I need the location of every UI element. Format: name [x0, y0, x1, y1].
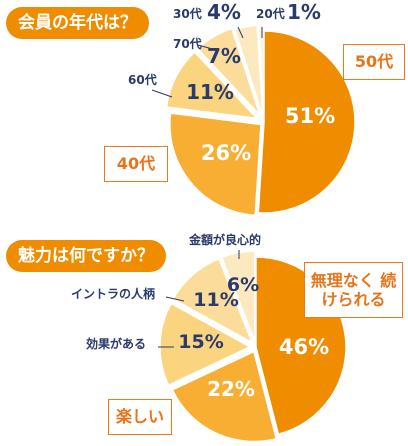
chart-2-category-label-3: 効果がある — [86, 336, 146, 351]
chart-1-slice-3 — [165, 50, 259, 120]
chart-1-slice-5 — [233, 24, 264, 117]
chart-2-leader-line-4 — [165, 296, 185, 302]
chart-2-title: 魅力は何ですか？ — [6, 240, 166, 272]
chart-2-slice-2 — [171, 350, 278, 443]
chart-1-slice-2 — [169, 112, 262, 217]
callout-sustainable: 無理なく 続けられる — [304, 262, 403, 318]
chart-2-value-label-1: 46% — [279, 335, 329, 359]
chart-1-value-label-1: 51% — [285, 104, 335, 128]
chart-1-leader-line-5 — [237, 26, 244, 39]
chart-2-value-label-2: 22% — [207, 377, 255, 401]
chart-1-value-label-3: 11% — [186, 80, 234, 104]
chart-1-value-label-4: 7% — [207, 44, 241, 68]
chart-2-value-label-4: 11% — [193, 289, 238, 311]
chart-1-category-label-6: 20代 — [256, 6, 285, 21]
chart-2-slice-3 — [159, 302, 252, 387]
chart-2-category-label-4: イントラの人柄 — [71, 286, 155, 301]
chart-1-leader-line-3 — [151, 89, 173, 98]
chart-2-value-label-3: 15% — [178, 331, 223, 353]
chart-1-value-label-2: 26% — [201, 141, 251, 165]
chart-1-value-label-6: 1% — [287, 0, 321, 24]
chart-2-category-label-5: 金額が良心的 — [188, 232, 261, 247]
callout-fun: 楽しい — [108, 399, 172, 435]
chart-1-slice-6 — [257, 24, 265, 117]
chart-1-category-label-5: 30代 — [173, 6, 202, 21]
chart-1-slice-4 — [196, 27, 261, 116]
chart-1-category-label-4: 70代 — [173, 36, 202, 51]
callout-50s: 50代 — [343, 44, 405, 80]
chart-1-category-label-3: 60代 — [128, 72, 157, 87]
chart-1-slice-1 — [257, 30, 356, 214]
callout-40s: 40代 — [104, 146, 168, 182]
chart-1-value-label-5: 4% — [207, 0, 241, 24]
chart-1-title: 会員の年代は？ — [6, 7, 149, 39]
chart-2-value-label-5: 6% — [227, 274, 259, 296]
chart-1-leader-line-4 — [197, 44, 217, 51]
chart-2-slice-5 — [220, 250, 256, 342]
